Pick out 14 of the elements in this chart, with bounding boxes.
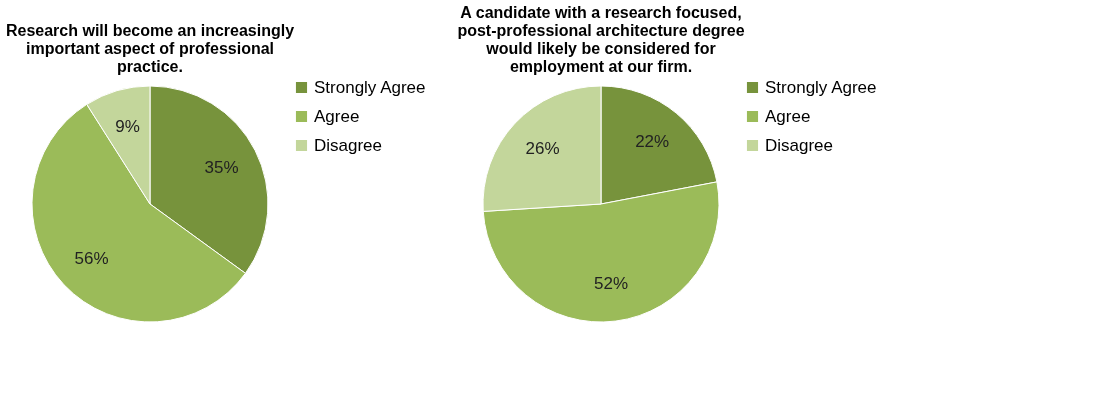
data-label: 26% bbox=[525, 139, 560, 159]
legend-label: Disagree bbox=[765, 135, 834, 155]
legend-label: Agree bbox=[314, 106, 360, 126]
legend-label: Strongly Agree bbox=[765, 77, 877, 97]
data-label: 9% bbox=[115, 116, 140, 136]
legend-label: Agree bbox=[765, 106, 811, 126]
data-label: 22% bbox=[635, 132, 670, 152]
data-label: 35% bbox=[204, 157, 239, 177]
data-label: 56% bbox=[74, 248, 109, 268]
chart-title: Research will become an increasingly important aspect of professional practice. bbox=[5, 22, 295, 75]
legend-label: Disagree bbox=[314, 135, 383, 155]
data-label: 52% bbox=[594, 273, 629, 293]
chart-title: A candidate with a research focused, post-professional architecture degree would likely be considered for employment at our firm. bbox=[457, 4, 745, 75]
legend-label: Strongly Agree bbox=[314, 77, 426, 97]
